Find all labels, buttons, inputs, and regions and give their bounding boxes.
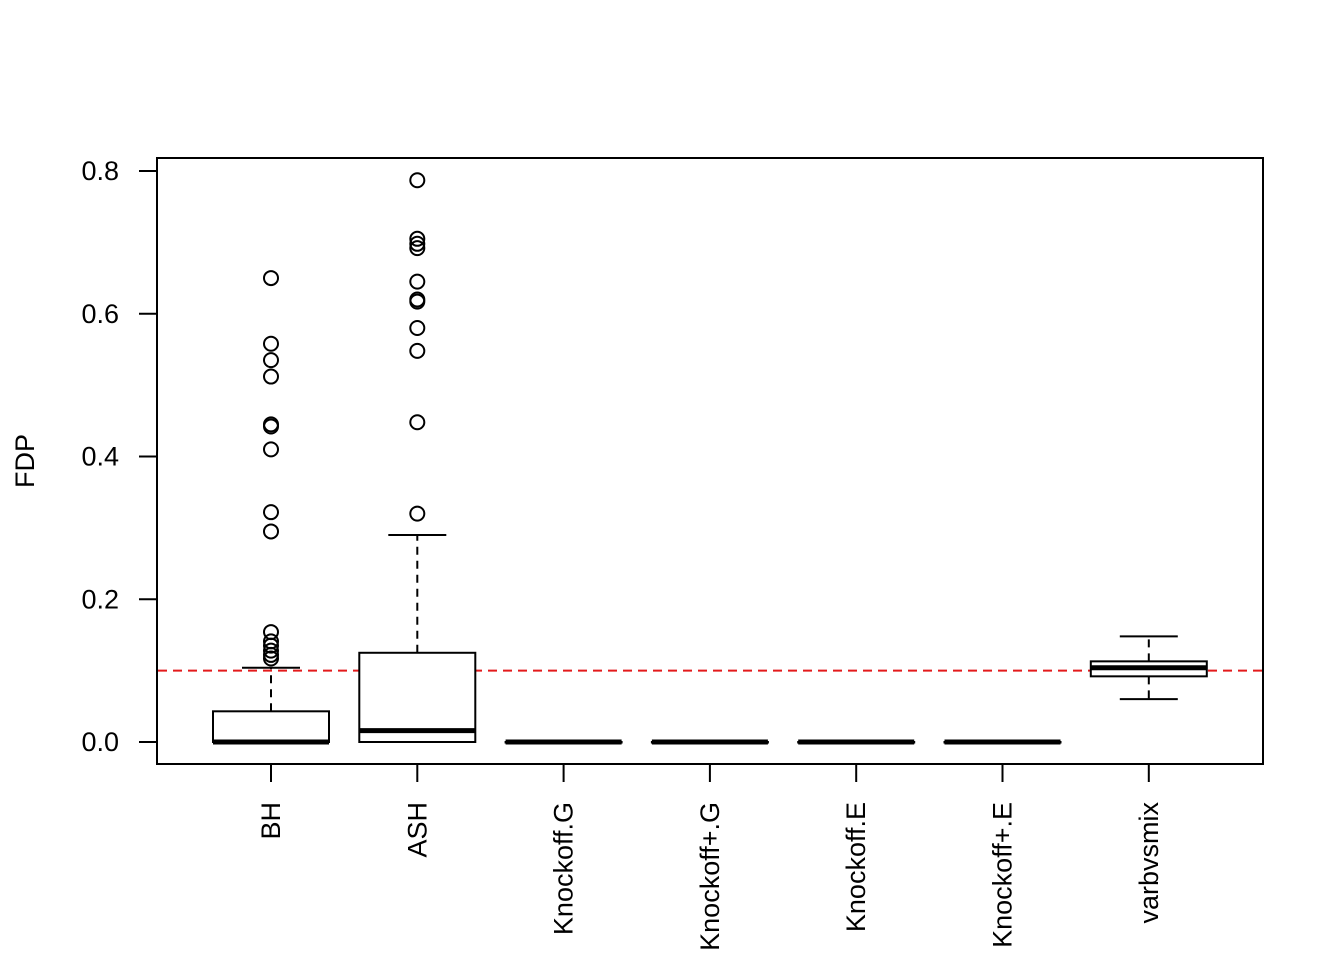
outlier-point bbox=[409, 172, 426, 189]
y-tick-label: 0.4 bbox=[81, 442, 119, 472]
outlier-point bbox=[409, 342, 426, 359]
y-tick-label: 0.6 bbox=[81, 299, 119, 329]
x-tick-label: Knockoff.E bbox=[841, 802, 871, 932]
outlier-point bbox=[409, 273, 426, 290]
x-tick-label: Knockoff.G bbox=[549, 802, 579, 935]
outlier-point bbox=[263, 642, 279, 659]
outlier-point bbox=[409, 320, 426, 337]
outlier-point bbox=[263, 418, 279, 435]
outlier-point bbox=[409, 293, 426, 310]
outlier-point bbox=[409, 505, 426, 522]
x-tick-label: Knockoff+.E bbox=[988, 802, 1018, 948]
box-series bbox=[212, 172, 1208, 745]
outlier-point bbox=[409, 240, 426, 257]
box-ASH bbox=[358, 172, 477, 743]
box-Knockoff.E bbox=[797, 739, 916, 745]
outlier-point bbox=[263, 335, 279, 352]
outlier-point bbox=[409, 230, 426, 247]
outlier-point bbox=[263, 368, 279, 385]
x-axis: BH ASH Knockoff.G Knockoff+.G Knockoff.E Knoc… bbox=[256, 764, 1164, 951]
outlier-point bbox=[263, 637, 279, 654]
x-tick-label: BH bbox=[256, 802, 286, 840]
box-Knockoff.G bbox=[504, 739, 623, 745]
outlier-point bbox=[263, 352, 279, 369]
box-Knockoff+.E bbox=[943, 739, 1062, 745]
x-tick-label: varbvsmix bbox=[1134, 802, 1164, 924]
x-tick-label: Knockoff+.G bbox=[695, 802, 725, 951]
outlier-point bbox=[263, 650, 279, 667]
y-tick-label: 0.0 bbox=[81, 727, 119, 757]
y-axis-label: FDP bbox=[10, 434, 40, 488]
box-Knockoff+.G bbox=[650, 739, 769, 745]
outlier-point bbox=[263, 523, 279, 540]
box-iqr bbox=[212, 710, 330, 744]
outlier-point bbox=[263, 270, 279, 287]
y-axis: 0.0 0.2 0.4 0.6 0.8 bbox=[81, 156, 157, 757]
outlier-point bbox=[263, 504, 279, 521]
outlier-point bbox=[409, 235, 426, 252]
y-tick-label: 0.2 bbox=[81, 584, 119, 614]
x-tick-label: ASH bbox=[402, 802, 432, 858]
outlier-point bbox=[409, 414, 426, 431]
box-BH bbox=[212, 270, 330, 745]
y-tick-label: 0.8 bbox=[81, 156, 119, 186]
outlier-point bbox=[263, 441, 279, 458]
box-varbvsmix bbox=[1089, 635, 1208, 701]
box-iqr bbox=[358, 651, 477, 743]
